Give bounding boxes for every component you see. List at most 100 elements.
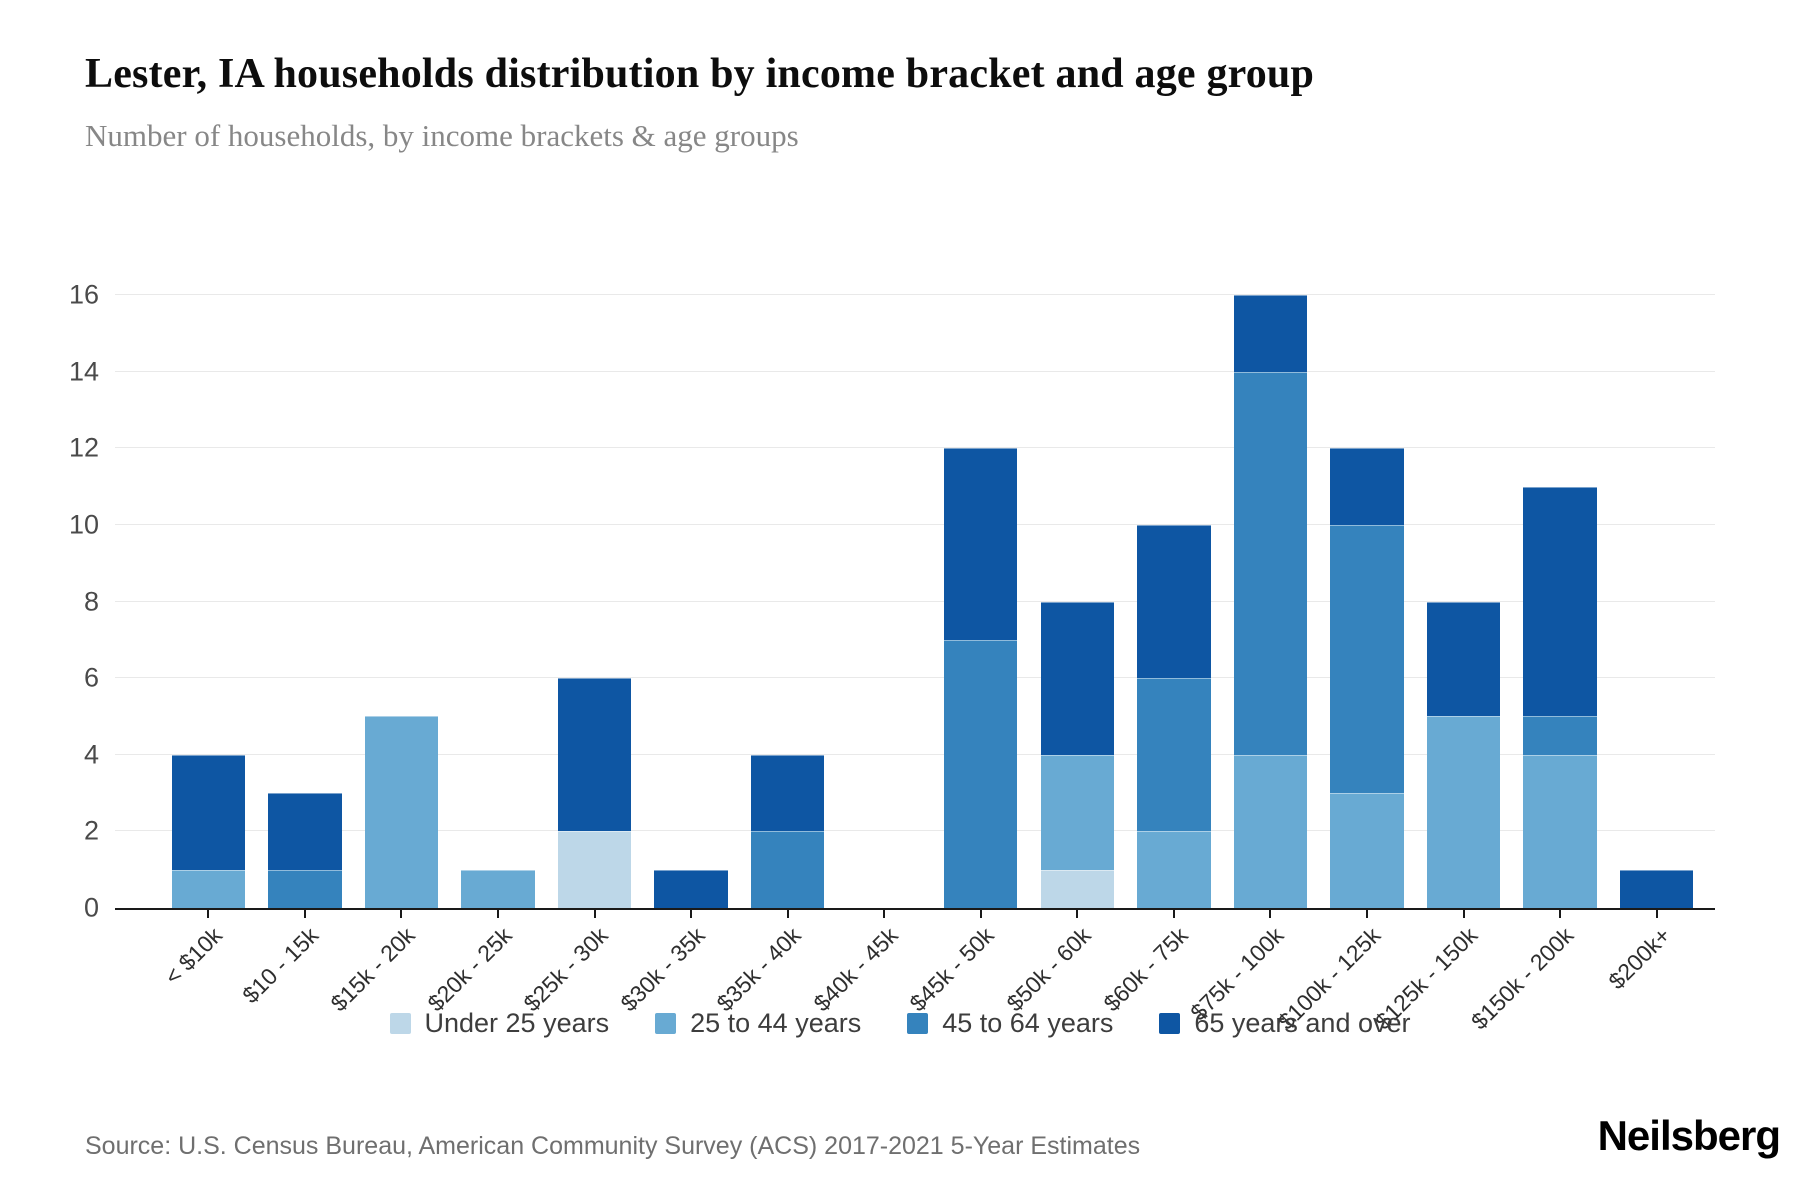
bar-slot: $100k - 125k [1273,295,1416,1034]
x-axis-label: $35k - 40k [711,922,807,1017]
bar-segment[interactable] [268,793,342,870]
legend-label: 25 to 44 years [690,1008,862,1038]
bar-segment[interactable] [654,869,728,908]
bar-segment[interactable] [1137,524,1211,679]
legend-item[interactable]: Under 25 years [389,1008,609,1039]
legend-swatch [1159,1013,1181,1034]
x-axis-tick [1462,910,1465,918]
bar-segment[interactable] [1040,869,1115,908]
x-axis-tick [979,910,982,918]
bar-segment[interactable] [1040,754,1115,870]
legend-item[interactable]: 45 to 64 years [907,1008,1113,1039]
gridline-y-4 [115,753,1715,755]
bar-slot: $35k - 40k [712,295,836,1016]
stacked-bar [268,295,342,908]
bar-segment[interactable] [1137,678,1211,832]
x-axis-label: $30k - 35k [615,922,710,1017]
bar-segment[interactable] [1330,448,1404,525]
bar-slot: $25k - 30k [519,295,643,1016]
y-axis-label-0: 0 [83,892,99,923]
x-axis-tick [883,910,886,918]
gridline-y-12 [115,447,1715,449]
bar-segment[interactable] [364,716,439,908]
source-note: Source: U.S. Census Bureau, American Com… [85,1132,1141,1160]
gridline-y-10 [115,523,1715,525]
x-axis-tick [303,910,306,918]
bars-row: < $10k $10 - 15k $15k - 20k $20k - 25k $25k … [159,295,1705,1034]
x-axis-tick [786,910,789,918]
stacked-bar [461,295,535,908]
y-axis-label-14: 14 [68,356,99,387]
plot-area: 0 2 4 6 8 10 12 14 16 < $10k $10 - 15k $15k - 20k $2… [69,281,1715,1034]
x-axis-tick [1655,910,1658,918]
legend-swatch [389,1013,411,1034]
bar-segment[interactable] [268,869,342,908]
x-axis-label: $20k - 25k [422,922,517,1017]
bar-slot: $200k+ [1603,295,1705,994]
bar-segment[interactable] [171,754,245,870]
stacked-bar [557,295,632,908]
bar-segment[interactable] [750,831,825,908]
x-axis-tick [1366,910,1369,918]
bar-slot: $10 - 15k [237,295,354,1008]
bar-segment[interactable] [1523,486,1597,717]
bar-segment[interactable] [171,869,245,908]
x-axis-tick [1172,910,1175,918]
bar-segment[interactable] [944,639,1018,908]
y-axis-label-8: 8 [83,586,99,616]
y-axis-label-4: 4 [83,739,99,770]
legend-item[interactable]: 25 to 44 years [655,1008,861,1039]
bar-segment[interactable] [1233,754,1308,908]
gridline-y-8 [115,600,1715,602]
stacked-bar [171,295,245,908]
stacked-bar [654,295,728,908]
bar-segment[interactable] [1040,601,1115,755]
gridline-y-2 [115,830,1715,832]
x-axis-tick [690,910,693,918]
bar-segment[interactable] [557,831,632,908]
bar-segment[interactable] [1523,716,1597,755]
bar-segment[interactable] [557,678,632,832]
x-axis-label: $200k+ [1602,922,1676,995]
bar-segment[interactable] [1426,601,1501,717]
legend-item[interactable]: 65 years and over [1159,1008,1411,1039]
bar-slot: $150k - 200k [1466,295,1609,1034]
bar-segment[interactable] [1330,793,1404,908]
x-axis-label: $40k - 45k [808,922,903,1017]
x-axis-tick [593,910,596,918]
legend: Under 25 years 25 to 44 years 45 to 64 yea… [0,1008,1800,1039]
x-axis-tick [207,910,210,918]
bar-segment[interactable] [750,754,825,832]
x-axis-tick [1076,910,1079,918]
stacked-bar [1523,295,1597,908]
stacked-bar [944,295,1018,908]
y-axis-label-12: 12 [68,432,99,463]
stacked-bar [1620,295,1694,908]
chart-title: Lester, IA households distribution by in… [85,51,1315,97]
bar-slot: $30k - 35k [615,295,740,1016]
bar-slot: < $10k [159,295,257,990]
bar-segment[interactable] [1523,754,1597,908]
bar-segment[interactable] [1426,716,1501,908]
bar-segment[interactable] [1233,295,1308,372]
x-axis-label: $10 - 15k [237,922,324,1009]
stacked-bar [848,295,921,908]
stacked-bar [1233,295,1308,908]
bar-slot: $15k - 20k [325,295,450,1016]
stacked-bar [1040,295,1115,908]
bar-segment[interactable] [1137,831,1211,908]
bar-segment[interactable] [1330,524,1404,794]
x-axis-label: $60k - 75k [1097,922,1193,1017]
x-axis-label: $45k - 50k [904,922,1000,1017]
bar-segment[interactable] [944,448,1018,640]
bar-segment[interactable] [461,869,535,908]
gridline-y-14 [115,370,1715,372]
bar-segment[interactable] [1620,869,1694,908]
stacked-bar [1137,295,1211,908]
brand-logo: Neilsberg [1597,1112,1781,1159]
x-axis-tick [496,910,499,918]
bar-slot: $40k - 45k [808,295,933,1016]
bar-segment[interactable] [1233,371,1308,755]
y-axis-label-16: 16 [68,279,99,310]
